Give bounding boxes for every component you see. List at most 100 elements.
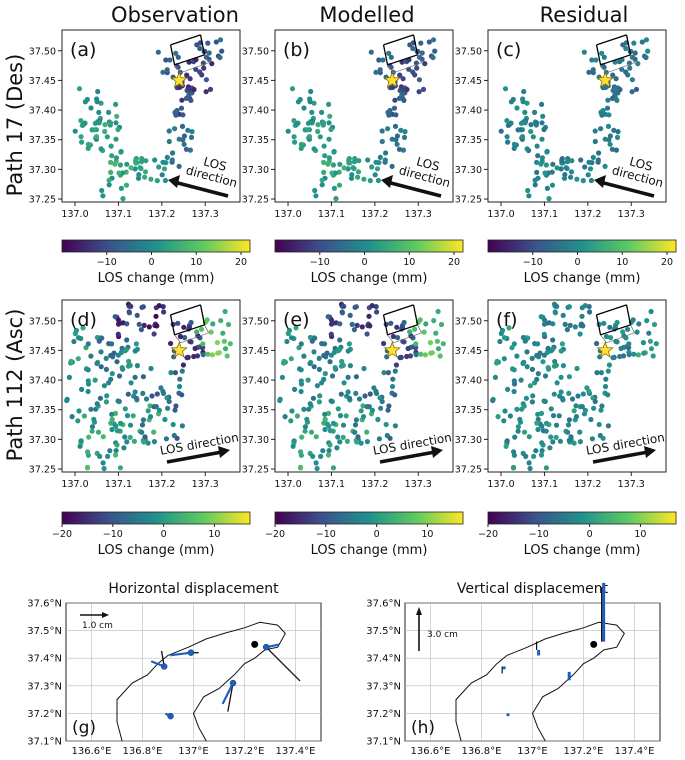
data-point [132, 374, 138, 380]
data-point [153, 313, 159, 319]
data-point [352, 422, 359, 428]
data-point [524, 364, 530, 370]
data-point [75, 335, 82, 341]
data-point [88, 105, 94, 111]
data-point [544, 149, 550, 155]
data-point [103, 355, 109, 361]
data-point [410, 45, 416, 52]
data-point [533, 448, 539, 454]
data-point [405, 345, 411, 352]
data-point [329, 373, 336, 379]
data-point [505, 139, 511, 145]
colorbar-tick-label: −10 [310, 257, 330, 268]
data-point [598, 370, 605, 376]
data-point [295, 120, 301, 126]
data-point [522, 120, 528, 126]
data-point [200, 352, 206, 358]
data-point [413, 352, 419, 358]
data-point [148, 365, 154, 372]
panel-label: (b) [283, 39, 310, 61]
data-point [336, 182, 343, 188]
data-point [108, 352, 114, 359]
data-point [151, 429, 157, 435]
data-point [107, 120, 114, 126]
data-point [138, 327, 144, 333]
data-point [648, 346, 655, 352]
data-point [527, 383, 534, 389]
data-point [98, 364, 104, 370]
data-point [327, 113, 333, 119]
data-point [395, 335, 401, 341]
data-point [345, 374, 351, 380]
data-point [115, 126, 121, 133]
data-point [586, 304, 592, 310]
data-point [627, 65, 633, 71]
map-title: Vertical displacement [457, 581, 609, 597]
los-arrowhead [168, 175, 180, 188]
data-point [291, 134, 297, 140]
data-point [94, 401, 100, 407]
data-point [94, 360, 100, 367]
data-point [160, 304, 166, 310]
data-point [79, 139, 85, 145]
data-point [572, 324, 578, 330]
data-point [601, 320, 607, 326]
data-point [106, 380, 112, 386]
data-point [552, 310, 559, 316]
data-point [281, 358, 287, 364]
y-tick-label: 37.35 [29, 135, 56, 146]
data-point [99, 187, 105, 194]
data-point [553, 422, 560, 428]
data-point [69, 414, 75, 420]
data-point [404, 86, 410, 93]
y-tick-label: 37.45 [455, 346, 482, 357]
data-point [362, 393, 368, 399]
data-point [528, 122, 534, 128]
column-title-residual: Residual [540, 3, 629, 27]
colorbar-tick-label: 0 [587, 529, 593, 540]
data-point [188, 319, 194, 326]
x-tick-label: 137.3 [192, 209, 219, 220]
data-point [321, 143, 327, 149]
data-point [598, 126, 604, 132]
data-point [96, 120, 102, 126]
colorbar-label: LOS change (mm) [524, 271, 641, 286]
data-point [176, 383, 183, 390]
data-point [549, 169, 555, 175]
data-point [379, 138, 385, 145]
data-point [307, 360, 313, 367]
data-point [330, 465, 336, 471]
data-point [124, 321, 130, 327]
data-point [356, 158, 362, 164]
data-point [113, 423, 119, 429]
data-point [126, 310, 132, 316]
map-panel-h: Vertical displacement 136.6°E 136.8°E 137°E… [366, 581, 661, 757]
data-point [602, 163, 608, 169]
x-tick-label: 137.3 [618, 479, 645, 490]
data-point [337, 321, 343, 327]
data-point [647, 338, 654, 344]
y-tick-label: 37.6°N [27, 599, 62, 610]
data-point [179, 423, 185, 429]
data-point [326, 423, 332, 429]
data-point [80, 325, 86, 331]
data-point [522, 338, 528, 344]
data-point [629, 77, 636, 83]
data-point [353, 304, 359, 310]
data-point [309, 120, 315, 126]
data-point [333, 196, 339, 202]
data-point [606, 112, 612, 118]
data-point [199, 326, 205, 332]
x-tick-label: 137°E [178, 746, 208, 757]
data-point [527, 465, 533, 472]
data-point [344, 438, 350, 444]
data-point [376, 436, 382, 442]
colorbar [487, 239, 677, 253]
data-point [310, 395, 316, 401]
colorbar-tick-label: 10 [421, 529, 433, 540]
data-point [611, 127, 617, 133]
data-point [520, 99, 526, 105]
data-point [304, 416, 310, 422]
data-point [218, 318, 224, 324]
data-point [115, 321, 122, 327]
